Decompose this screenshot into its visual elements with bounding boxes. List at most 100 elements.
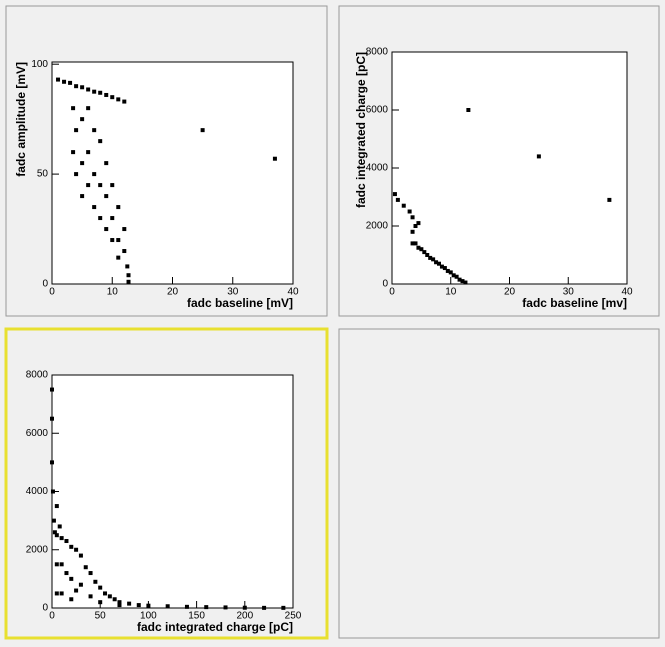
point bbox=[165, 604, 170, 609]
point bbox=[126, 273, 131, 278]
point bbox=[86, 183, 91, 188]
point bbox=[59, 536, 64, 541]
x-tick-label: 40 bbox=[287, 287, 299, 298]
point bbox=[413, 241, 418, 246]
point bbox=[98, 600, 103, 605]
point bbox=[416, 245, 421, 250]
x-tick-label: 20 bbox=[504, 287, 516, 298]
point bbox=[103, 591, 108, 596]
point bbox=[51, 518, 56, 523]
x-tick-label: 0 bbox=[49, 287, 55, 298]
x-tick-label: 250 bbox=[285, 611, 302, 622]
x-tick-label: 30 bbox=[227, 287, 239, 298]
point bbox=[71, 150, 76, 155]
x-tick-label: 10 bbox=[445, 287, 457, 298]
y-tick-label: 6000 bbox=[366, 105, 389, 116]
point bbox=[59, 591, 64, 596]
x-tick-label: 100 bbox=[140, 611, 157, 622]
point bbox=[98, 90, 103, 95]
point bbox=[116, 97, 121, 102]
point bbox=[86, 106, 91, 111]
point bbox=[78, 553, 83, 558]
x-tick-label: 30 bbox=[563, 287, 575, 298]
point bbox=[116, 238, 121, 243]
point bbox=[64, 571, 69, 576]
point bbox=[419, 247, 424, 252]
point bbox=[54, 533, 59, 538]
point bbox=[116, 205, 121, 210]
point bbox=[92, 89, 97, 94]
x-tick-label: 0 bbox=[389, 287, 395, 298]
point bbox=[110, 216, 115, 221]
point bbox=[80, 117, 85, 122]
y-tick-label: 4000 bbox=[26, 486, 49, 497]
point bbox=[80, 161, 85, 166]
point bbox=[54, 562, 59, 567]
point bbox=[86, 87, 91, 92]
point bbox=[86, 150, 91, 155]
point bbox=[110, 183, 115, 188]
point bbox=[107, 594, 112, 599]
y-tick-label: 2000 bbox=[366, 221, 389, 232]
y-tick-label: 0 bbox=[382, 279, 388, 290]
plot-frame bbox=[51, 61, 294, 285]
point bbox=[457, 277, 462, 282]
point bbox=[410, 229, 415, 234]
point bbox=[262, 605, 267, 610]
point bbox=[127, 601, 132, 606]
point bbox=[146, 603, 151, 608]
pad[interactable] bbox=[338, 328, 660, 639]
point bbox=[242, 605, 247, 610]
point bbox=[437, 261, 441, 266]
point bbox=[110, 238, 115, 243]
point bbox=[52, 530, 57, 535]
x-axis-title: fadc baseline [mV] bbox=[187, 296, 293, 310]
point bbox=[117, 603, 122, 608]
point bbox=[68, 80, 73, 85]
point bbox=[536, 154, 541, 159]
y-tick-label: 6000 bbox=[26, 428, 49, 439]
x-tick-label: 10 bbox=[107, 287, 119, 298]
point bbox=[395, 197, 400, 202]
point bbox=[74, 128, 79, 133]
point bbox=[410, 215, 415, 220]
point bbox=[104, 194, 109, 199]
point bbox=[98, 585, 103, 590]
point bbox=[422, 250, 427, 255]
point bbox=[57, 524, 62, 529]
point bbox=[93, 579, 98, 584]
point bbox=[59, 562, 64, 567]
point bbox=[466, 108, 471, 112]
y-tick-label: 50 bbox=[37, 169, 49, 180]
y-tick-label: 0 bbox=[42, 279, 48, 290]
point bbox=[50, 489, 55, 494]
point bbox=[98, 216, 103, 221]
x-tick-label: 20 bbox=[167, 287, 179, 298]
point bbox=[122, 99, 127, 104]
point bbox=[401, 203, 406, 208]
point bbox=[92, 128, 97, 133]
point bbox=[392, 192, 397, 197]
x-tick-label: 150 bbox=[188, 611, 205, 622]
point bbox=[454, 274, 459, 279]
point bbox=[69, 576, 74, 581]
point bbox=[69, 544, 74, 549]
point bbox=[272, 156, 277, 161]
x-tick-label: 40 bbox=[621, 287, 633, 298]
point bbox=[74, 547, 79, 552]
point bbox=[445, 268, 450, 273]
point bbox=[125, 264, 130, 269]
point bbox=[448, 270, 453, 275]
point bbox=[136, 603, 141, 608]
point bbox=[98, 139, 103, 144]
point bbox=[126, 279, 131, 284]
x-tick-label: 200 bbox=[236, 611, 253, 622]
x-tick-label: 50 bbox=[95, 611, 107, 622]
point bbox=[62, 79, 67, 84]
point bbox=[104, 227, 109, 232]
point bbox=[451, 273, 456, 278]
point bbox=[410, 241, 415, 246]
point bbox=[463, 280, 468, 285]
point bbox=[50, 387, 54, 392]
